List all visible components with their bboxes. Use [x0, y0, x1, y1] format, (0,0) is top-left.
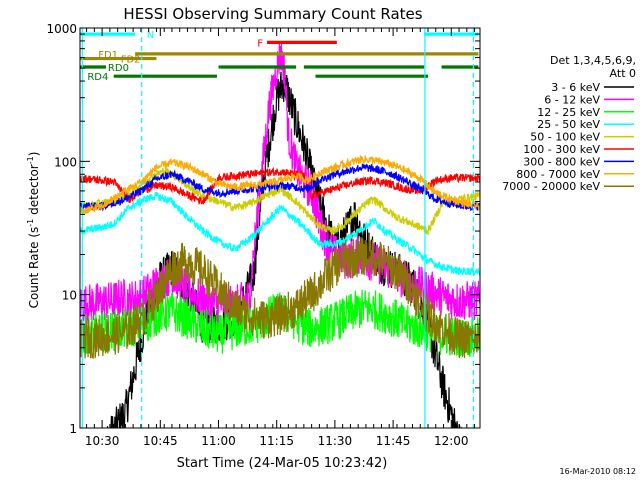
series-line-6 — [80, 163, 480, 212]
footer-date: 16-Mar-2010 08:12 — [560, 467, 637, 476]
legend-label-4: 50 - 100 keV — [530, 131, 600, 144]
x-axis-label: Start Time (24-Mar-05 10:23:42) — [177, 456, 388, 471]
vline-layer — [81, 28, 475, 428]
flag-label-fd2: FD2 — [121, 55, 141, 66]
series-line-7 — [80, 155, 480, 216]
x-tick-label-2: 11:00 — [201, 434, 236, 448]
series-layer — [80, 41, 480, 428]
series-line-8 — [80, 235, 480, 359]
y-axis-label-sup1: -1 — [26, 219, 35, 227]
x-tick-label-5: 11:45 — [376, 434, 411, 448]
flag-label-f: F — [257, 38, 263, 49]
legend-label-6: 300 - 800 keV — [523, 155, 600, 168]
y-axis: 1 10 100 1000 — [46, 22, 480, 436]
y-tick-label-3: 1000 — [46, 22, 77, 36]
legend-header-line2: Att 0 — [610, 67, 636, 80]
x-tick-label-0: 10:30 — [85, 434, 120, 448]
y-axis-label-sup2: -1 — [26, 156, 35, 164]
legend-label-5: 100 - 300 keV — [523, 143, 600, 156]
flag-label-n: N — [147, 30, 154, 41]
flag-label-fd1: FD1 — [98, 50, 118, 61]
y-axis-label-part3: ) — [27, 152, 41, 157]
legend-label-7: 800 - 7000 keV — [516, 168, 600, 181]
y-axis-label-part1: Count Rate (s — [27, 227, 41, 309]
x-tick-label-3: 11:15 — [259, 434, 294, 448]
legend-label-8: 7000 - 20000 keV — [502, 180, 600, 193]
y-tick-label-0: 1 — [69, 422, 77, 436]
series-line-0 — [106, 68, 462, 428]
legend-label-3: 25 - 50 keV — [537, 118, 600, 131]
x-tick-label-1: 10:45 — [143, 434, 178, 448]
y-tick-label-1: 10 — [62, 289, 77, 303]
y-axis-label-part2: detector — [27, 164, 41, 219]
y-tick-label-2: 100 — [54, 155, 77, 169]
series-line-3 — [80, 191, 480, 276]
chart-title: HESSI Observing Summary Count Rates — [123, 5, 422, 23]
flag-label-rd0: RD0 — [108, 63, 129, 74]
legend-header-line1: Det 1,3,4,5,6,9, — [550, 54, 636, 67]
x-axis: 10:30 10:45 11:00 11:15 11:30 11:45 12:00 — [85, 28, 476, 448]
legend-label-0: 3 - 6 keV — [551, 81, 600, 94]
series-line-4 — [80, 167, 480, 235]
x-tick-label-6: 12:00 — [434, 434, 469, 448]
flag-label-rd4: RD4 — [87, 72, 108, 83]
x-tick-label-4: 11:30 — [318, 434, 353, 448]
legend-label-1: 6 - 12 keV — [544, 93, 600, 106]
y-axis-label: Count Rate (s-1 detector-1) — [26, 152, 41, 309]
legend-label-2: 12 - 25 keV — [537, 106, 600, 119]
plot-frame — [79, 27, 481, 429]
